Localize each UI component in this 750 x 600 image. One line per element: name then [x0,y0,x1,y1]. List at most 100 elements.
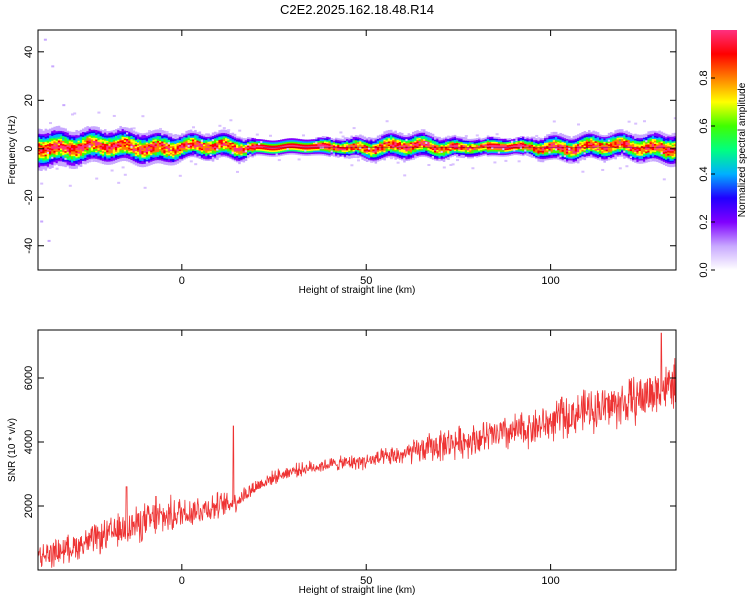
spectrogram-cell [596,149,600,152]
spectrogram-cell [143,144,147,147]
spectrogram-cell [467,138,470,141]
spectrogram-cell [590,144,593,147]
spectrogram-cell [112,153,116,156]
spectrogram-cell [511,152,514,154]
spectrogram-cell [517,148,521,151]
spectrogram-cell [264,143,268,145]
spectrogram-cell [352,140,356,142]
spectrogram-cell [429,139,433,142]
spectrogram-cell [416,138,419,141]
spectrogram-cell [555,144,558,147]
spectrogram-cell [524,142,527,144]
spectrogram-cell [275,149,279,152]
spectrogram-cell [97,141,100,144]
spectrogram-cell [152,130,155,133]
spectrogram-cell [568,161,571,164]
spectrogram-cell [73,152,76,155]
spectrogram-cell [621,132,624,135]
spectrogram-cell [260,144,263,146]
spectrogram-cell [348,156,351,159]
spectrogram-cell [398,151,402,154]
spectrogram-cell [55,158,59,160]
spectrogram-cell [517,145,521,148]
spectrogram-cell [123,139,127,142]
spectrogram-cell [321,148,325,151]
spectrogram-cell [62,148,65,151]
spectrogram-cell [247,156,250,159]
spectrogram-cell [614,130,617,133]
spectrogram-cell [297,145,301,148]
spectrogram-cell [493,147,496,150]
spectrogram-cell [291,138,294,141]
spectrogram-cell [71,135,74,137]
spectrogram-cell [262,149,265,152]
spectrogram-cell [119,135,122,138]
spectrogram-cell [434,155,437,158]
spectrogram-cell [82,152,85,155]
spectrogram-cell [174,154,177,157]
spectrogram-cell [218,147,221,150]
spectrogram-cell [104,135,107,138]
spectrogram-cell [515,145,518,148]
spectrogram-cell [431,138,435,141]
spectrogram-cell [68,136,72,139]
spectrogram-cell [667,134,670,137]
spectrogram-cell [108,153,111,156]
spectrogram-cell [216,145,219,148]
spectrogram-cell [500,151,503,154]
spectrogram-cell [229,137,232,140]
spectrogram-cell [438,148,441,150]
spectrogram-cell [425,147,428,150]
spectrogram-cell [398,154,402,157]
spectrogram-cell [110,132,114,135]
spectrogram-cell [471,153,474,156]
spectrogram-cell [304,145,307,148]
spectrogram-cell [77,158,81,160]
spectrogram-cell [623,136,626,138]
spectrogram-cell [570,139,573,142]
spectrogram-cell [372,160,375,163]
spectrogram-cell [359,137,362,140]
spectrogram-cell [211,151,215,154]
spectrogram-cell [579,137,582,140]
spectrogram-cell [568,148,571,151]
spectrogram-cell [231,158,235,161]
spectrogram-cell [616,147,620,150]
spectrogram-cell [607,132,611,135]
spectrogram-cell [229,133,232,136]
spectrogram-cell [645,143,648,146]
spectrogram-cell [572,142,576,145]
spectrogram-cell [673,152,676,154]
spectrogram-cell [90,126,94,129]
spectrogram-cell [671,158,675,161]
spectrogram-cell [632,150,635,153]
spectrogram-cell [93,148,96,151]
spectrogram-cell [75,149,78,152]
spectrogram-cell [662,137,666,140]
spectrogram-cell [570,141,573,143]
spectrogram-cell [407,157,411,160]
spectrogram-cell [447,142,450,145]
spectrogram-cell [629,152,633,155]
spectrogram-cell [508,149,512,152]
spectrogram-cell [588,141,591,144]
spectrogram-cell [302,153,305,156]
spectrogram-cell [671,136,675,139]
spectrogram-cell [170,158,173,161]
spectrogram-cell [561,143,565,146]
spectrogram-cell [101,154,105,157]
spectrogram-cell [555,136,558,139]
spectrogram-cell [599,152,602,154]
spectrogram-cell [405,143,408,145]
spectrogram-cell [297,151,301,154]
spectrogram-cell [493,154,496,157]
spectrogram-cell [636,156,639,159]
spectrogram-cell [117,133,120,135]
spectrogram-cell [634,143,637,146]
spectrogram-cell [654,130,657,133]
spectrogram-cell [387,149,391,152]
spectrogram-cell [387,137,391,140]
spectrogram-cell [126,137,129,140]
spectrogram-faint-cell [627,120,631,123]
